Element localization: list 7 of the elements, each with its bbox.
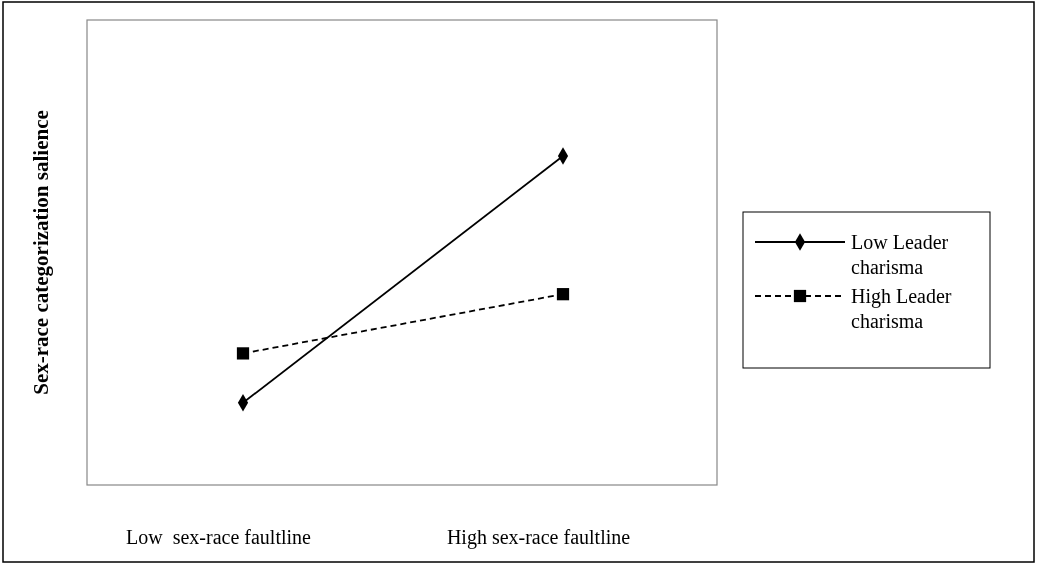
legend-label: High Leader charisma <box>851 285 952 332</box>
point <box>556 288 570 301</box>
y-axis-title: Sex-race categorization salience <box>29 110 53 395</box>
point <box>236 347 250 360</box>
legend-label: Low Leader charisma <box>851 231 949 278</box>
x-tick-label: Low sex-race faultline <box>126 526 312 549</box>
x-tick-label: High sex-race faultline <box>446 526 631 550</box>
